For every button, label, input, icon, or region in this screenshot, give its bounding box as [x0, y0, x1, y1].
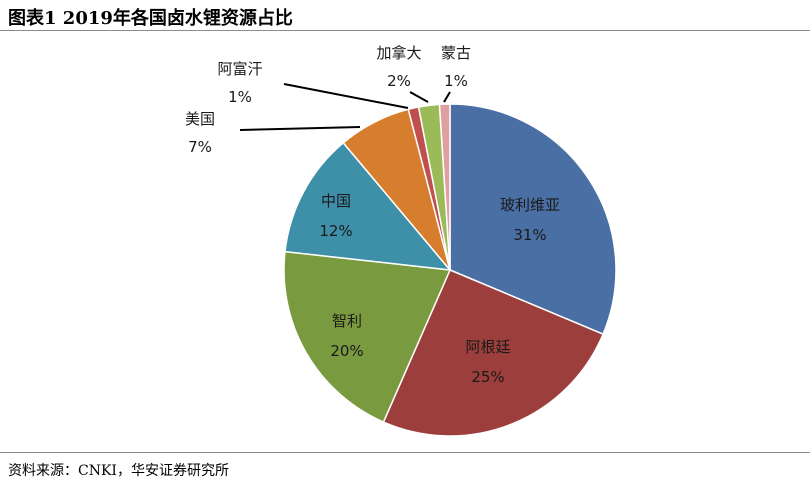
- bottom-divider: [0, 452, 810, 453]
- slice-3-wedge: [284, 141, 452, 271]
- slice-6-leader-line: [409, 91, 429, 103]
- slice-4-leader-line: [239, 126, 361, 131]
- slice-6-value-label: 2%: [387, 72, 411, 90]
- slice-7-name-label: 蒙古: [441, 44, 471, 62]
- slice-1-value-label: 25%: [471, 368, 504, 386]
- slice-1-wedge: [382, 269, 605, 437]
- slice-0-name-label: 玻利维亚: [500, 196, 560, 214]
- slice-5-value-label: 1%: [228, 88, 252, 106]
- slice-7-value-label: 1%: [444, 72, 468, 90]
- slice-2-wedge: [283, 250, 452, 424]
- pie-slices: [283, 103, 617, 437]
- slice-6-name-label: 加拿大: [376, 44, 421, 62]
- source-note: 资料来源：CNKI，华安证券研究所: [8, 463, 229, 479]
- slice-labels: 玻利维亚 31% 阿根廷 25% 智利 20% 中国 12% 美国 7% 阿富汗 1% 加拿大 2% 蒙古 1…: [185, 44, 560, 386]
- slice-4-value-label: 7%: [188, 138, 212, 156]
- top-divider: [0, 30, 810, 31]
- slice-3-name-label: 中国: [321, 192, 351, 210]
- slice-2-value-label: 20%: [330, 342, 363, 360]
- figure-title: 图表1 2019年各国卤水锂资源占比: [8, 8, 293, 29]
- slice-7-wedge: [438, 103, 451, 271]
- slice-3-value-label: 12%: [319, 222, 352, 240]
- slice-0-wedge: [449, 103, 617, 336]
- leader-lines: [239, 83, 451, 131]
- slice-1-name-label: 阿根廷: [465, 338, 510, 356]
- slice-5-leader-line: [283, 83, 409, 109]
- slice-7-leader-line: [443, 91, 451, 103]
- slice-2-name-label: 智利: [332, 312, 362, 330]
- slice-0-value-label: 31%: [513, 226, 546, 244]
- slice-4-name-label: 美国: [185, 110, 215, 128]
- slice-5-name-label: 阿富汗: [217, 60, 262, 78]
